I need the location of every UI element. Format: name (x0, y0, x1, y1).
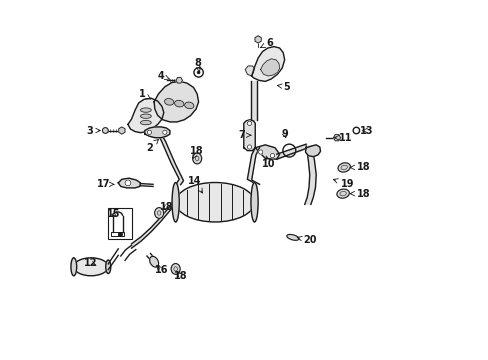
Circle shape (197, 71, 199, 73)
Ellipse shape (192, 153, 201, 164)
Text: 3: 3 (86, 126, 100, 135)
Circle shape (247, 145, 251, 149)
Polygon shape (144, 127, 169, 138)
Text: 15: 15 (107, 209, 120, 219)
Circle shape (163, 130, 167, 134)
Text: 20: 20 (297, 235, 316, 245)
Text: 2: 2 (146, 139, 158, 153)
Text: 8: 8 (194, 58, 201, 72)
Ellipse shape (154, 208, 163, 219)
Ellipse shape (140, 108, 151, 112)
Ellipse shape (174, 100, 183, 107)
Polygon shape (304, 146, 316, 204)
Text: 18: 18 (349, 189, 369, 199)
Ellipse shape (184, 102, 194, 109)
Text: 7: 7 (238, 130, 250, 140)
Polygon shape (305, 145, 320, 157)
Ellipse shape (286, 234, 298, 240)
Polygon shape (244, 66, 254, 76)
Ellipse shape (171, 264, 180, 274)
Text: 18: 18 (190, 145, 203, 159)
Circle shape (258, 150, 262, 154)
Text: 18: 18 (349, 162, 369, 172)
Polygon shape (244, 120, 255, 150)
Text: 18: 18 (159, 202, 173, 212)
Circle shape (270, 153, 274, 158)
Polygon shape (131, 202, 176, 248)
Polygon shape (118, 178, 140, 188)
Circle shape (247, 121, 251, 126)
Text: 11: 11 (334, 133, 352, 143)
Polygon shape (247, 148, 259, 184)
Ellipse shape (337, 163, 349, 172)
Polygon shape (251, 46, 284, 81)
Text: 10: 10 (262, 156, 275, 169)
Ellipse shape (149, 256, 158, 267)
Text: 12: 12 (84, 258, 98, 268)
Ellipse shape (175, 183, 254, 222)
Text: 1: 1 (139, 89, 151, 99)
Polygon shape (128, 98, 163, 133)
Text: 13: 13 (359, 126, 372, 135)
Text: 5: 5 (277, 82, 289, 92)
Ellipse shape (336, 189, 348, 198)
Bar (110, 232, 124, 236)
Ellipse shape (250, 183, 258, 222)
Ellipse shape (164, 99, 173, 105)
Circle shape (119, 233, 122, 236)
Ellipse shape (71, 258, 77, 276)
Polygon shape (158, 134, 183, 185)
Polygon shape (255, 145, 279, 159)
Text: 16: 16 (154, 265, 168, 275)
Text: 9: 9 (281, 129, 287, 139)
Circle shape (147, 130, 151, 134)
Circle shape (102, 128, 108, 134)
Text: 19: 19 (333, 179, 354, 189)
Bar (107, 208, 132, 239)
Text: 18: 18 (174, 271, 187, 281)
Polygon shape (260, 59, 279, 76)
Circle shape (125, 180, 131, 186)
Polygon shape (154, 81, 198, 122)
Text: 17: 17 (97, 179, 114, 189)
Text: 14: 14 (188, 176, 202, 193)
Ellipse shape (172, 183, 179, 222)
Text: 4: 4 (158, 71, 170, 81)
Ellipse shape (105, 260, 110, 274)
Ellipse shape (74, 258, 108, 276)
Ellipse shape (140, 114, 151, 118)
Ellipse shape (140, 121, 151, 125)
Text: 6: 6 (260, 38, 272, 48)
